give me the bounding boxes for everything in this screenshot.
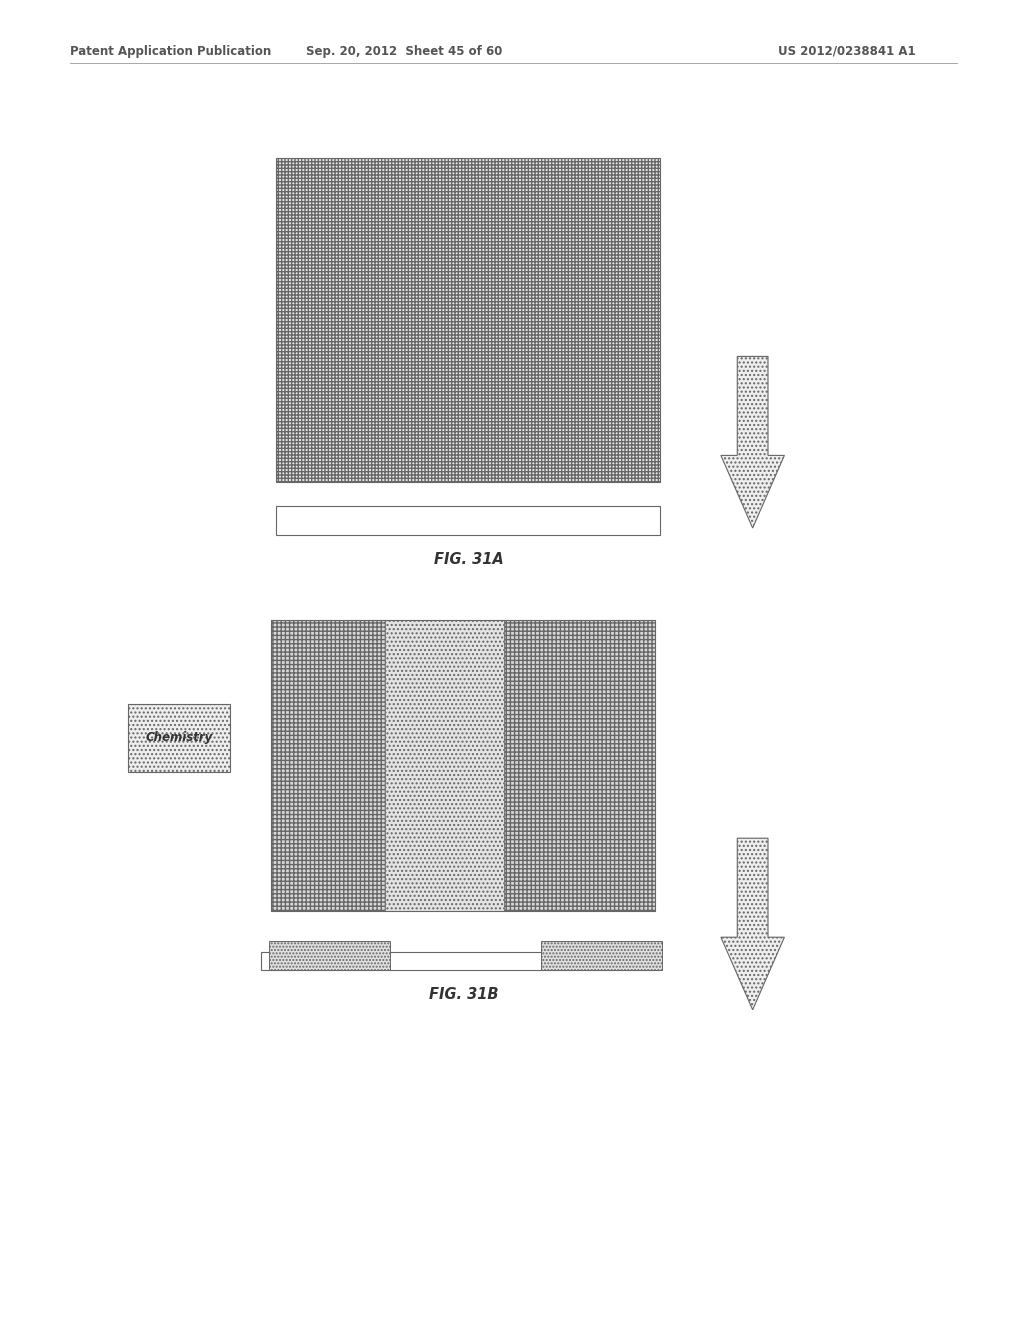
Polygon shape <box>721 838 784 1010</box>
Polygon shape <box>721 356 784 528</box>
Text: US 2012/0238841 A1: US 2012/0238841 A1 <box>778 45 915 58</box>
Bar <box>271 620 655 911</box>
Text: Chemistry: Chemistry <box>145 731 213 744</box>
Bar <box>128 704 230 772</box>
Text: FIG. 31B: FIG. 31B <box>429 987 498 1002</box>
Bar <box>385 620 504 911</box>
Bar <box>276 506 660 535</box>
Bar <box>269 941 390 970</box>
Bar <box>504 620 655 911</box>
Bar <box>271 620 385 911</box>
Bar <box>261 952 660 970</box>
Text: Sep. 20, 2012  Sheet 45 of 60: Sep. 20, 2012 Sheet 45 of 60 <box>306 45 503 58</box>
Bar <box>541 941 662 970</box>
Text: Patent Application Publication: Patent Application Publication <box>70 45 271 58</box>
Text: FIG. 31A: FIG. 31A <box>433 552 504 566</box>
Bar <box>276 158 660 482</box>
